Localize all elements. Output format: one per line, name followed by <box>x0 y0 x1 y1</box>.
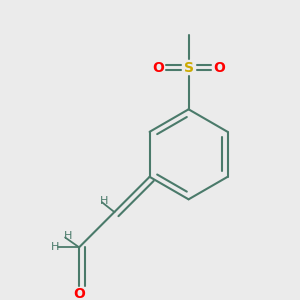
Text: O: O <box>73 287 85 300</box>
Text: H: H <box>64 231 72 241</box>
Text: H: H <box>100 196 109 206</box>
Text: O: O <box>152 61 164 74</box>
Text: S: S <box>184 61 194 74</box>
Text: O: O <box>213 61 225 74</box>
Text: H: H <box>51 242 59 252</box>
